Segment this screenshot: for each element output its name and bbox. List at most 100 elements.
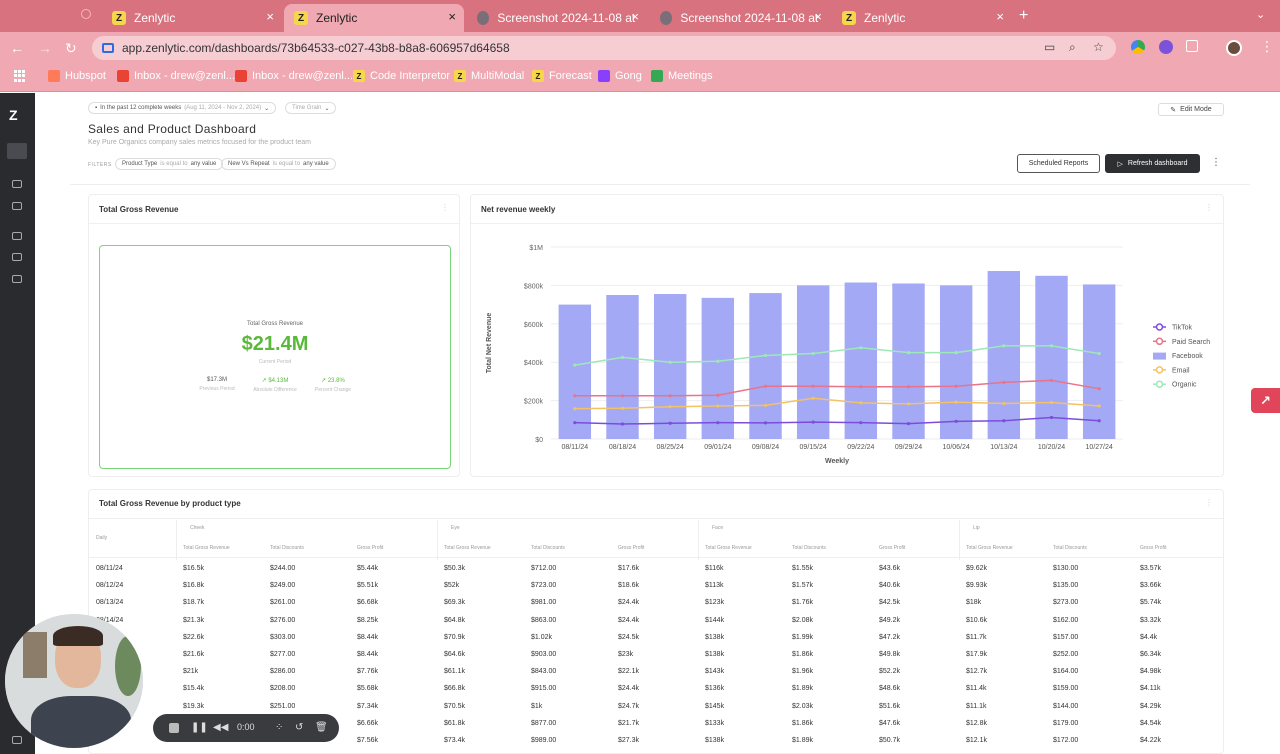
time-grain-pill[interactable]: Time Grain ⌄ [285,102,337,114]
value-cell: $12.7k [966,668,988,676]
value-cell: $159.00 [1053,685,1079,693]
zenlytic-badge-icon[interactable]: ↗ [1251,388,1280,413]
table-row[interactable]: $7.56k $73.4k $989.00 $27.3k $138k $1.89k $50.… [89,733,1223,750]
table-row[interactable]: $21k $286.00 $7.76k $61.1k $843.00 $22.1k $143… [89,664,1223,681]
avatar[interactable] [1226,40,1242,56]
value-cell: $21.7k [618,719,640,727]
search-icon[interactable] [7,143,27,159]
value-cell: $21.6k [183,651,205,658]
browser-tab[interactable]: Screenshot 2024-11-08 at 9... × [467,4,647,32]
value-cell: $135.00 [1053,582,1079,590]
chevron-down-icon[interactable]: ⌄ [1256,9,1266,21]
pause-icon[interactable]: ❚❚ [191,722,208,733]
star-icon[interactable]: ☆ [1093,40,1104,54]
trash-icon[interactable]: 🗑 [315,722,328,733]
y-tick-label: $400k [524,360,544,367]
value-cell: $903.00 [531,651,557,658]
bookmark-icon[interactable] [12,202,22,210]
more-vertical-icon[interactable]: ⋮ [1260,38,1274,54]
bookmark-item[interactable]: Gong [598,70,642,82]
bar-facebook [939,285,973,439]
back-icon[interactable]: ← [10,40,24,56]
bookmark-label: Hubspot [65,70,106,82]
more-vertical-icon[interactable]: ⋮ [1205,498,1213,507]
filter-pill-product-type[interactable]: Product Type is equal to any value [115,158,224,170]
chat-icon[interactable] [12,180,22,188]
x-tick-label: 08/11/24 [561,444,588,451]
browser-tab[interactable]: Screenshot 2024-11-08 at 9... × [650,4,830,32]
value-cell: $66.8k [444,685,466,693]
filter-pill-new-vs-repeat[interactable]: New Vs Repeat is equal to any value [221,158,336,170]
browser-tab[interactable]: Z Zenlytic × [832,4,1012,32]
more-vertical-icon[interactable]: ⋮ [1211,157,1221,168]
table-row[interactable]: 08/12/24 $16.8k $249.00 $5.51k $52k $723.00 $1… [89,578,1223,595]
database-icon[interactable] [12,253,22,261]
bookmark-item[interactable]: Meetings [651,70,713,82]
rewind-icon[interactable]: ◀◀ [213,722,229,733]
more-vertical-icon[interactable]: ⋮ [1205,203,1213,212]
table-row[interactable]: $19.3k $251.00 $7.34k $70.5k $1k $24.7k $145k $… [89,699,1223,716]
zenlytic-logo-icon[interactable]: Z [9,107,18,123]
forward-icon[interactable]: → [38,40,52,56]
value-cell: $4.11k [1140,685,1161,693]
point-tiktok [954,419,958,423]
tab-group-icon[interactable] [81,9,91,19]
point-organic [1002,344,1006,348]
zoom-icon[interactable]: ⌕ [1069,40,1076,54]
close-icon[interactable]: × [266,9,274,24]
apps-grid-icon[interactable] [14,70,26,82]
puzzle-icon[interactable] [1186,40,1198,52]
close-icon[interactable]: × [631,9,639,24]
bookmark-item[interactable]: Z Forecast [532,70,592,82]
browser-tab-active[interactable]: Z Zenlytic × [284,4,464,32]
bookmark-item[interactable]: Inbox - drew@zenl... [117,70,235,82]
close-icon[interactable]: × [448,9,456,24]
scheduled-reports-button[interactable]: Scheduled Reports [1017,154,1100,173]
table-row[interactable]: $22.6k $303.00 $8.44k $70.9k $1.02k $24.5k $13… [89,630,1223,647]
value-cell: $19.3k [183,702,205,710]
gmail-icon [117,70,129,82]
branch-icon[interactable] [12,275,22,283]
reload-icon[interactable]: ↻ [65,40,77,56]
column-group-header: Eye [451,525,460,531]
drive-extension-icon[interactable] [1131,40,1145,54]
y-tick-label: $200k [524,399,544,406]
table-row[interactable]: 08/13/24 $18.7k $261.00 $6.68k $69.3k $981.00… [89,595,1223,612]
legend-label: Facebook [1172,353,1203,360]
value-cell: $261.00 [270,599,296,607]
bookmark-item[interactable]: Hubspot [48,70,106,82]
net-revenue-chart[interactable]: $0 $200k $400k $600k $800k $1M 08/11/24 08/18/2… [471,195,1225,478]
table-row[interactable]: 08/14/24$21.3k$276.00$8.25k$64.8k$863.00… [89,613,1223,630]
grid-icon[interactable]: ⁘ [275,722,284,733]
bookmark-item[interactable]: Z Code Interpretor [353,70,450,82]
new-tab-icon[interactable]: + [1019,7,1029,24]
table-row[interactable]: $6.66k $61.8k $877.00 $21.7k $133k $1.86k $47.… [89,716,1223,733]
table-row[interactable]: 08/11/24 $16.5k $244.00 $5.44k $50.3k $712.00… [89,561,1223,578]
address-bar[interactable]: app.zenlytic.com/dashboards/73b64533-c02… [92,36,1116,60]
line-organic [574,345,1100,366]
extension-icon[interactable] [1159,40,1173,54]
dashboard-icon[interactable] [12,232,22,240]
table-row[interactable]: $21.6k $277.00 $8.44k $64.6k $903.00 $23k $138… [89,647,1223,664]
point-paid-search [668,394,672,398]
close-icon[interactable]: × [996,9,1004,24]
time-filter-pill[interactable]: ▪ In the past 12 complete weeks (Aug 11,… [88,102,277,114]
value-cell: $5.68k [357,685,379,693]
y-axis-label: Total Net Revenue [486,313,493,374]
bookmark-item[interactable]: Z MultiModal [454,70,524,82]
table-row[interactable]: $15.4k $208.00 $5.68k $66.8k $915.00 $24.4k $1… [89,681,1223,698]
cast-icon[interactable]: ▭ [1044,40,1056,54]
restart-icon[interactable]: ↺ [295,722,304,733]
point-organic [859,346,863,350]
refresh-dashboard-button[interactable]: ▷ Refresh dashboard [1105,154,1200,173]
value-cell: $3.66k [1140,582,1162,590]
value-cell: $133k [705,719,725,727]
more-vertical-icon[interactable]: ⋮ [441,203,449,212]
edit-mode-button[interactable]: ✎ Edit Mode [1158,103,1224,116]
bookmark-item[interactable]: Inbox - drew@zenl... [235,70,353,82]
browser-tab[interactable]: Z Zenlytic × [102,4,282,32]
close-icon[interactable]: × [814,9,822,24]
stop-icon[interactable] [169,723,179,733]
value-cell: $9.93k [966,582,988,590]
stat-value: $17.3M [206,377,227,383]
